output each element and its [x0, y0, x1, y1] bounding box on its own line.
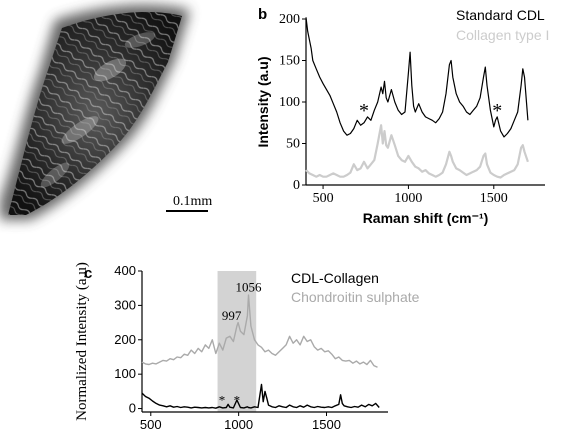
y-tick-label: 100	[279, 95, 300, 110]
y-tick-label: 100	[114, 366, 136, 381]
y-tick-label: 0	[129, 401, 136, 416]
series-line-1	[305, 124, 529, 179]
panel-c-letter: c	[84, 265, 92, 282]
series-line-0	[141, 383, 380, 409]
x-tick-label: 1000	[394, 191, 422, 206]
annotation: 1056	[235, 280, 262, 295]
y-tick-label: 300	[114, 297, 136, 312]
annotation: *	[359, 100, 369, 122]
legend-entry: Collagen type I	[456, 27, 549, 43]
y-tick-label: 50	[286, 137, 300, 152]
x-tick-label: 1500	[480, 191, 508, 206]
legend-entry: CDL-Collagen	[291, 270, 379, 286]
y-axis-title: Normalized Intensity (a.u)	[74, 262, 90, 421]
highlight-band	[217, 271, 257, 412]
panel-b-letter: b	[258, 6, 267, 23]
y-tick-label: 400	[114, 263, 136, 278]
chart-b: 0 50 100 150 200 500 1000 1500 Standard CDL Colla…	[255, 7, 549, 226]
y-tick-label: 200	[279, 12, 300, 27]
y-tick-label: 0	[293, 178, 300, 193]
scale-bar-label: 0.1mm	[173, 194, 212, 209]
annotation: 997	[222, 308, 242, 323]
legend-entry: Chondroitin sulphate	[291, 289, 420, 305]
series-line-0	[305, 17, 529, 138]
y-tick-label: 200	[114, 332, 136, 347]
y-tick-label: 150	[279, 54, 300, 69]
annotation: *	[219, 392, 226, 407]
panel-a: a 0.1mm	[0, 0, 236, 220]
x-tick-label: 500	[140, 417, 162, 432]
x-axis-title: Raman shift (cm⁻¹)	[363, 210, 489, 226]
legend-entry: Standard CDL	[456, 7, 545, 23]
x-tick-label: 500	[313, 191, 334, 206]
series-line-1	[141, 294, 378, 368]
chart-c: 0 100 200 300 400 500 1000 1500 CDL-Collagen Chon…	[74, 262, 420, 432]
y-axis-title: Intensity (a.u)	[255, 56, 271, 147]
annotation: *	[492, 100, 502, 122]
fiber-micrograph	[0, 0, 236, 220]
annotation: *	[234, 392, 241, 407]
x-tick-label: 1000	[224, 417, 253, 432]
x-tick-label: 1500	[312, 417, 341, 432]
